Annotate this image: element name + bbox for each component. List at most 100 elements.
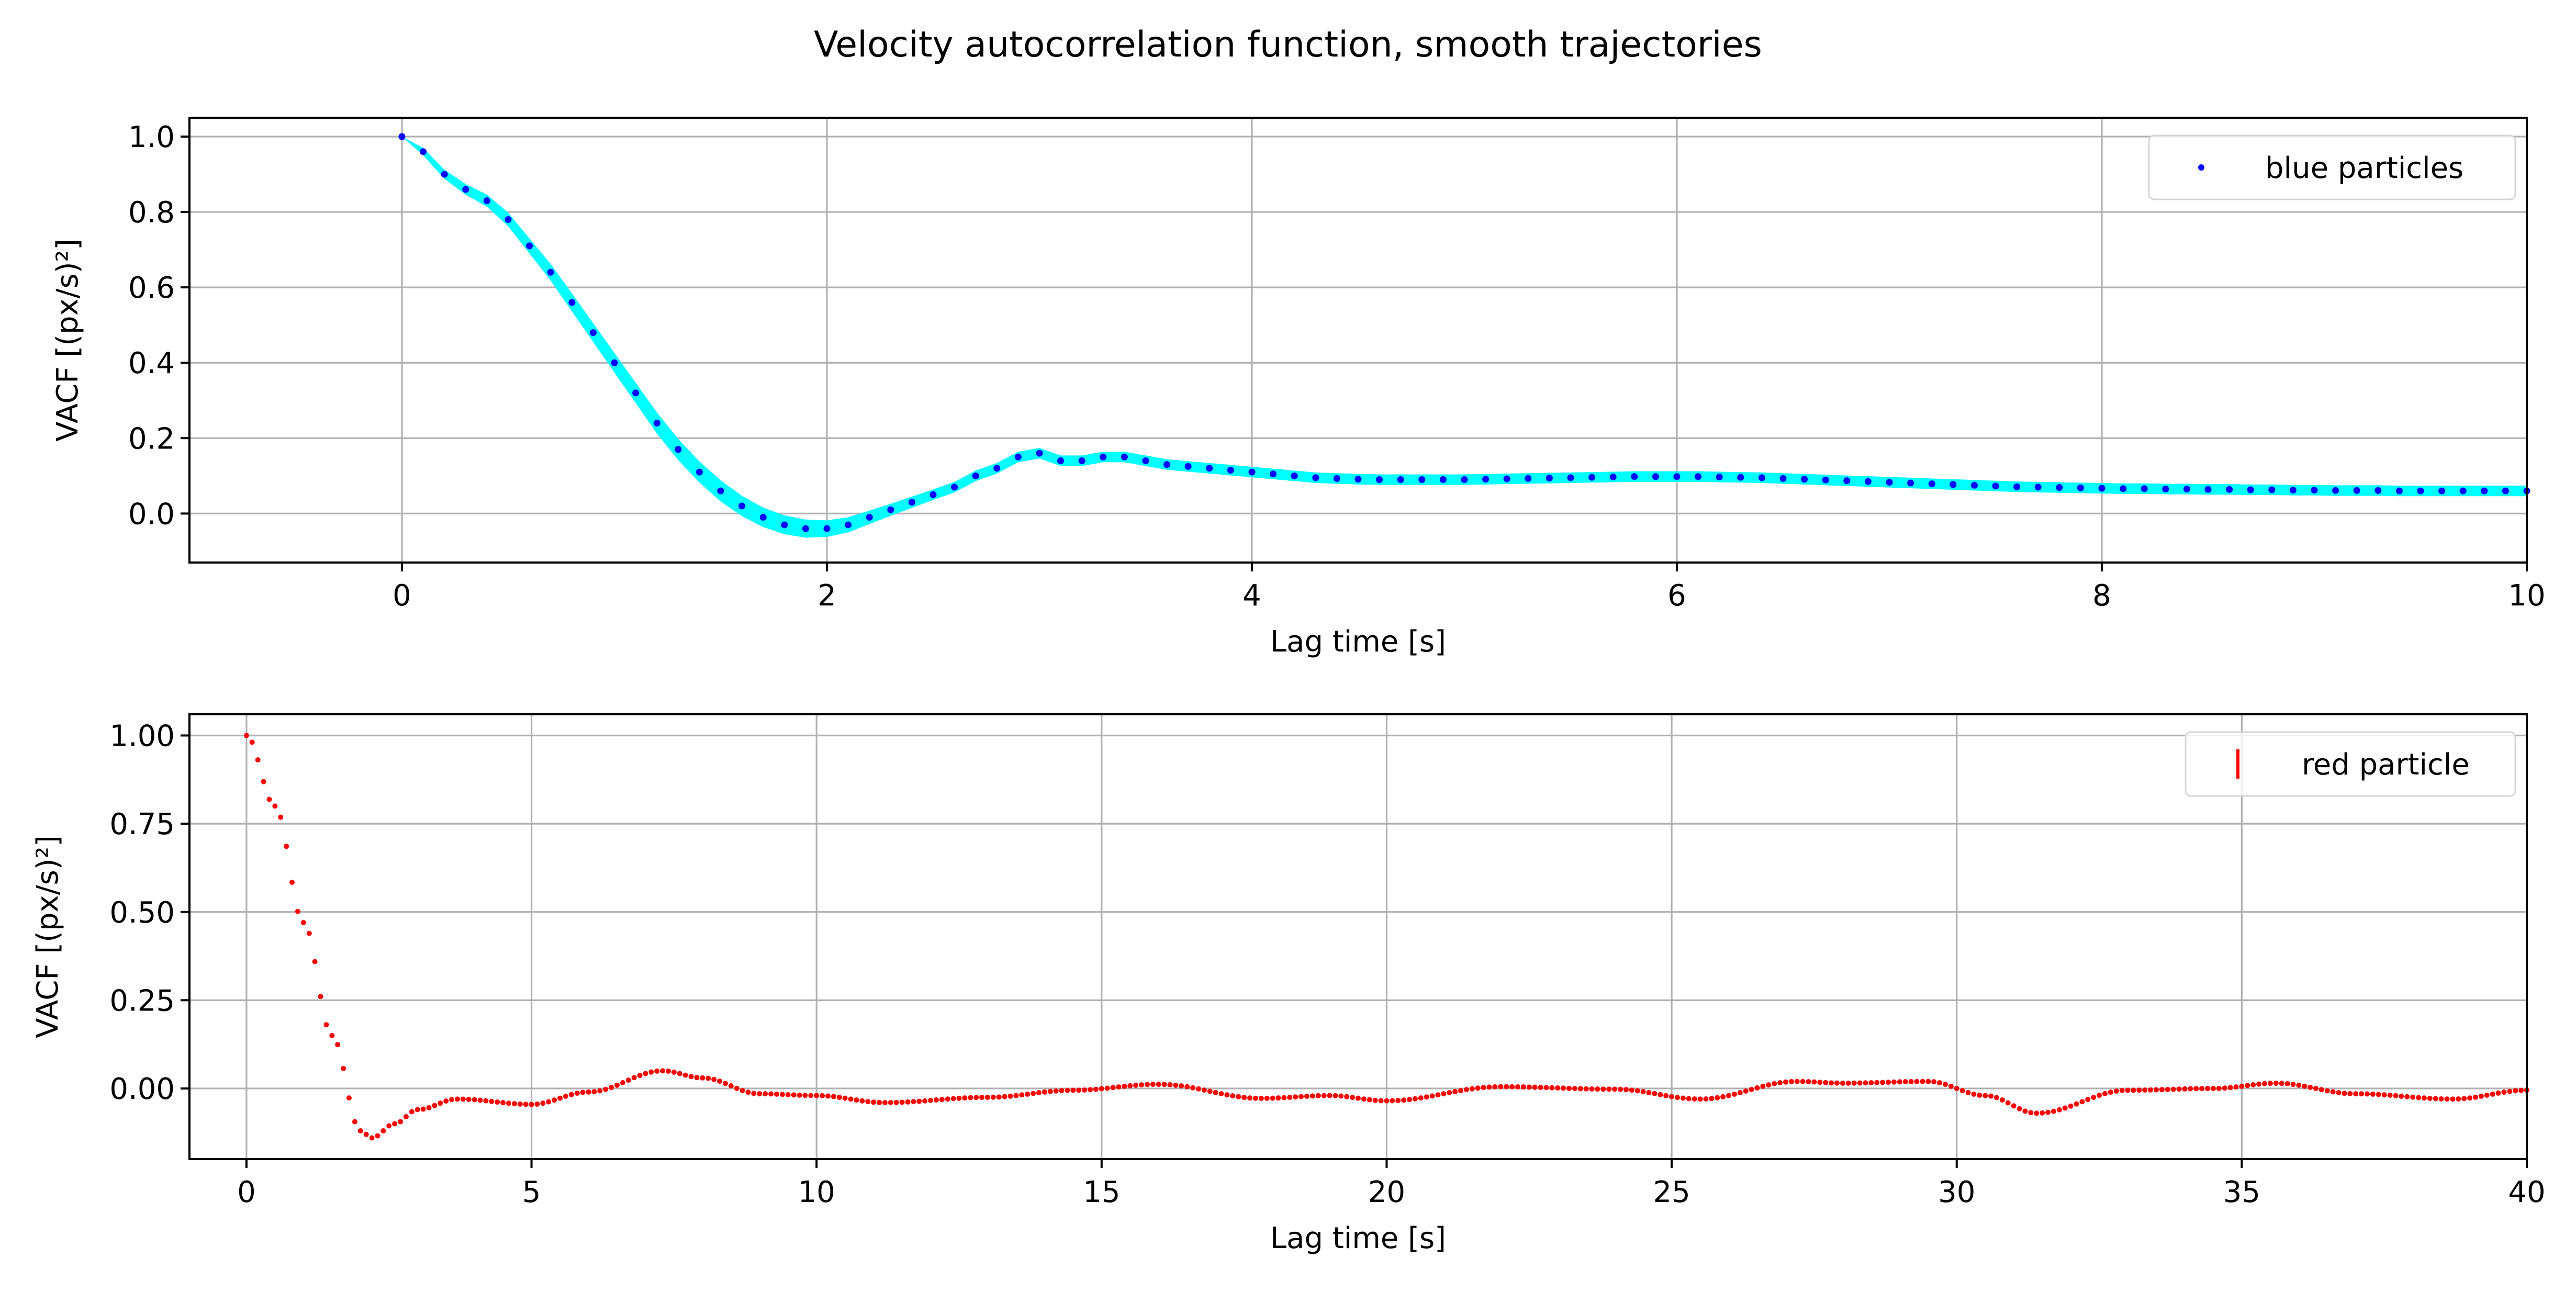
red-particle-point <box>1258 1095 1264 1101</box>
red-particle-point <box>2068 1103 2074 1109</box>
red-particle-point <box>346 1095 352 1101</box>
red-particle-point <box>1715 1095 1720 1100</box>
red-particle-point <box>2199 1086 2205 1092</box>
red-particle-point <box>1697 1096 1703 1102</box>
red-particle-point <box>1886 1080 1891 1085</box>
blue-particles-point <box>2417 487 2424 495</box>
red-particle-point <box>363 1131 369 1137</box>
blue-particles-point <box>1737 474 1744 481</box>
blue-particles-point <box>2183 486 2190 493</box>
red-particle-point <box>557 1095 563 1101</box>
red-particle-point <box>1515 1084 1520 1089</box>
red-particle-point <box>506 1100 511 1106</box>
red-particle-point <box>1270 1095 1275 1101</box>
blue-particles-point <box>1078 457 1085 465</box>
blue-particles-point <box>2013 483 2021 490</box>
red-particle-point <box>1999 1097 2005 1103</box>
red-particle-point <box>2342 1091 2347 1096</box>
red-particle-point <box>2113 1088 2119 1094</box>
red-particle-point <box>1361 1096 1367 1102</box>
blue-particles-point <box>568 299 576 306</box>
red-particle-point <box>1378 1098 1384 1104</box>
red-particle-point <box>939 1097 945 1103</box>
red-particle-point <box>1150 1082 1156 1087</box>
red-particle-point <box>1127 1083 1133 1088</box>
top-chart-y-ticks: 0.0 0.2 0.4 0.6 0.8 1.0 <box>128 120 189 531</box>
blue-particles-point <box>845 521 852 529</box>
blue-particles-point <box>1907 479 1914 487</box>
red-particle-point <box>1395 1098 1401 1104</box>
red-particle-point <box>495 1099 500 1105</box>
blue-particles-point <box>2502 487 2509 495</box>
bottom-chart-frame <box>188 713 2528 1160</box>
red-particle-point <box>2319 1087 2324 1093</box>
red-particle-point <box>2205 1086 2211 1092</box>
red-particle-point <box>2239 1083 2245 1089</box>
blue-particles-point <box>1184 463 1192 470</box>
blue-particles-point <box>1822 476 1829 484</box>
blue-particles-point <box>1652 473 1659 480</box>
red-particle-point <box>2028 1110 2034 1116</box>
red-particle-point <box>2222 1085 2227 1091</box>
x-tick-label: 30 <box>1938 1175 1975 1209</box>
red-particle-point <box>1914 1078 1920 1084</box>
red-particle-point <box>1116 1084 1122 1090</box>
red-particle-point <box>1036 1090 1042 1096</box>
red-particle-point <box>791 1092 797 1098</box>
red-particle-point <box>734 1085 740 1091</box>
blue-particles-point <box>1588 474 1596 481</box>
blue-particles-points <box>398 133 2530 532</box>
blue-particles-point <box>2098 485 2105 492</box>
blue-particles-point <box>2268 486 2276 493</box>
x-tick-label: 20 <box>1368 1175 1405 1209</box>
red-particle-point <box>1561 1085 1566 1091</box>
x-tick-label: 25 <box>1653 1175 1690 1209</box>
blue-particles-point <box>653 419 660 426</box>
blue-particles-point <box>1843 477 1851 485</box>
red-particle-point <box>1179 1083 1184 1089</box>
blue-particles-point <box>2332 487 2339 494</box>
red-particle-point <box>763 1091 768 1097</box>
red-particle-point <box>1059 1088 1065 1094</box>
blue-particles-point <box>2056 484 2063 491</box>
red-particle-point <box>933 1097 939 1103</box>
red-particle-point <box>2376 1092 2381 1097</box>
red-particle-point <box>591 1089 597 1095</box>
blue-particles-point <box>1418 476 1426 484</box>
red-particle-point <box>677 1071 682 1076</box>
blue-particles-point <box>462 186 469 193</box>
red-particle-point <box>797 1092 802 1098</box>
blue-particles-point <box>738 502 746 510</box>
red-particle-point <box>454 1096 460 1102</box>
red-particle-point <box>1196 1086 1202 1092</box>
red-particle-point <box>1435 1092 1441 1098</box>
red-particle-point <box>968 1095 973 1100</box>
red-particle-point <box>2216 1085 2222 1091</box>
red-particle-point <box>1948 1083 1954 1089</box>
red-particle-point <box>2011 1103 2017 1109</box>
red-particle-point <box>648 1069 654 1075</box>
red-particle-point <box>2347 1091 2353 1096</box>
red-particle-point <box>1401 1097 1407 1103</box>
red-particle-point <box>2353 1091 2359 1097</box>
red-particle-point <box>2188 1086 2193 1092</box>
red-particle-point <box>1247 1095 1253 1101</box>
blue-particles-point <box>1057 457 1065 465</box>
blue-particles-point <box>2438 487 2446 495</box>
red-particle-point <box>563 1093 568 1099</box>
red-particle-point <box>2324 1088 2330 1094</box>
blue-particles-point <box>717 487 724 495</box>
red-particle-point <box>1543 1085 1549 1091</box>
red-particle-point <box>1908 1078 1914 1084</box>
red-particle-point <box>1019 1092 1025 1098</box>
red-particle-point <box>1925 1078 1931 1084</box>
red-particle-point <box>312 959 318 964</box>
red-particle-point <box>1184 1084 1190 1089</box>
red-particle-point <box>1441 1091 1447 1097</box>
red-particle-point <box>1618 1086 1623 1092</box>
red-particle-point <box>1504 1084 1509 1089</box>
red-particle-point <box>2279 1081 2284 1086</box>
red-particle-point <box>1304 1093 1309 1099</box>
red-particle-point <box>1207 1088 1213 1094</box>
x-tick-label: 10 <box>798 1175 835 1209</box>
